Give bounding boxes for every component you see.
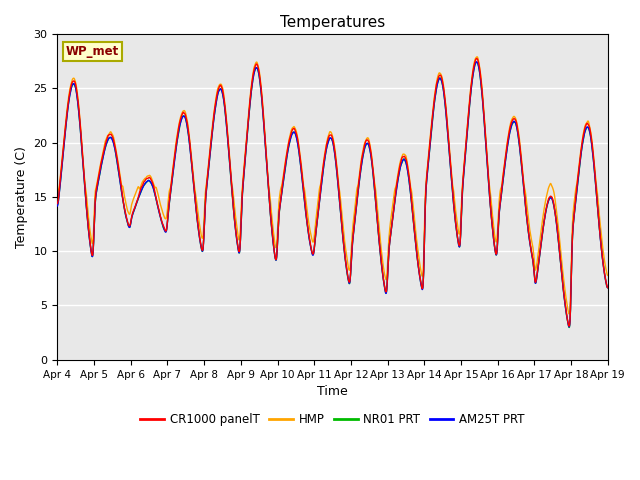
Legend: CR1000 panelT, HMP, NR01 PRT, AM25T PRT: CR1000 panelT, HMP, NR01 PRT, AM25T PRT xyxy=(136,408,529,431)
Y-axis label: Temperature (C): Temperature (C) xyxy=(15,146,28,248)
X-axis label: Time: Time xyxy=(317,385,348,398)
Text: WP_met: WP_met xyxy=(66,45,119,58)
Title: Temperatures: Temperatures xyxy=(280,15,385,30)
